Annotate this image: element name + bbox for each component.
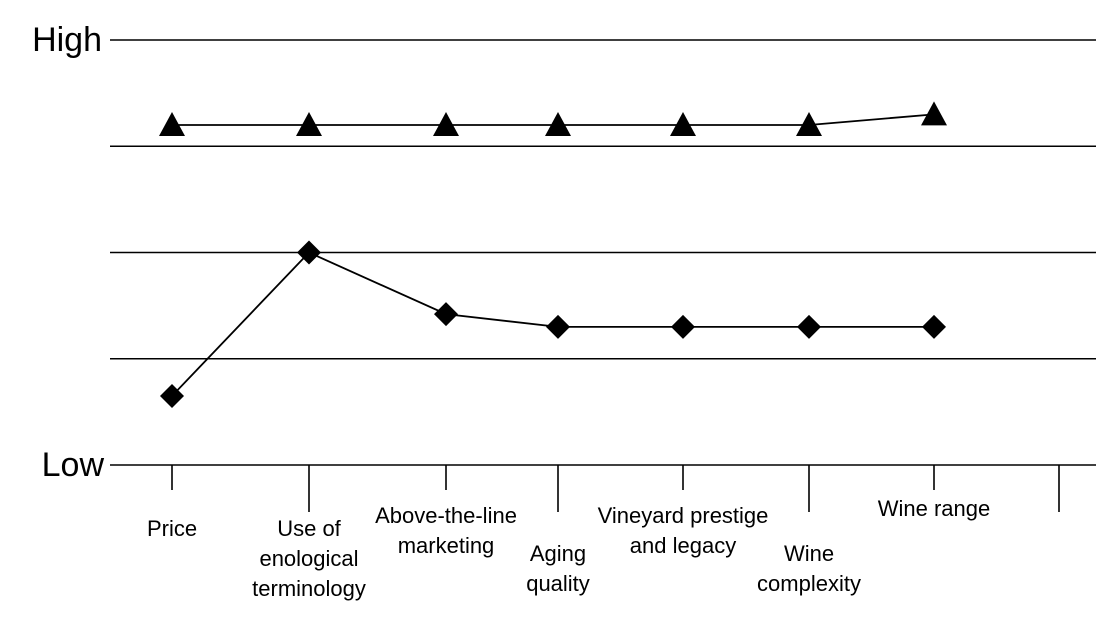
triangle-marker — [159, 112, 185, 137]
triangle-marker — [921, 101, 947, 126]
category-label: Aging quality — [526, 541, 590, 596]
category-label-line: Vineyard prestige — [598, 503, 769, 528]
category-label: Wine range — [878, 496, 991, 521]
category-label-line: terminology — [252, 576, 366, 601]
triangle-marker — [670, 112, 696, 137]
gridlines — [110, 39, 1096, 466]
y-label-high: High — [32, 21, 102, 59]
diamond-marker — [434, 302, 458, 327]
category-label-line: quality — [526, 571, 590, 596]
category-label: Wine complexity — [757, 541, 861, 596]
category-label-line: Price — [147, 516, 197, 541]
category-label-line: Aging — [530, 541, 586, 566]
triangle-marker — [296, 112, 322, 137]
category-label-line: complexity — [757, 571, 861, 596]
triangle-marker — [796, 112, 822, 137]
diamond-marker — [546, 314, 570, 339]
category-label: Vineyard prestige and legacy — [598, 503, 769, 558]
series-group — [159, 101, 947, 408]
category-label-line: enological — [259, 546, 358, 571]
diamond-marker — [797, 314, 821, 339]
triangle-marker — [433, 112, 459, 137]
category-label-line: Wine range — [878, 496, 991, 521]
category-label: Use of enological terminology — [252, 516, 366, 601]
triangle-marker — [545, 112, 571, 137]
category-label-line: marketing — [398, 533, 495, 558]
category-label: Price — [147, 516, 197, 541]
diamond-marker — [297, 240, 321, 265]
y-label-low: Low — [42, 446, 105, 484]
category-label: Above-the-line marketing — [375, 503, 517, 558]
diamond-marker — [671, 314, 695, 339]
category-label-line: Wine — [784, 541, 834, 566]
category-label-line: Use of — [277, 516, 341, 541]
category-label-line: and legacy — [630, 533, 736, 558]
diamond-marker — [922, 314, 946, 339]
x-axis-ticks — [171, 465, 1060, 512]
diamond-marker — [160, 383, 184, 408]
category-label-line: Above-the-line — [375, 503, 517, 528]
category-labels: Price Use of enological terminology Above-th… — [147, 496, 990, 601]
